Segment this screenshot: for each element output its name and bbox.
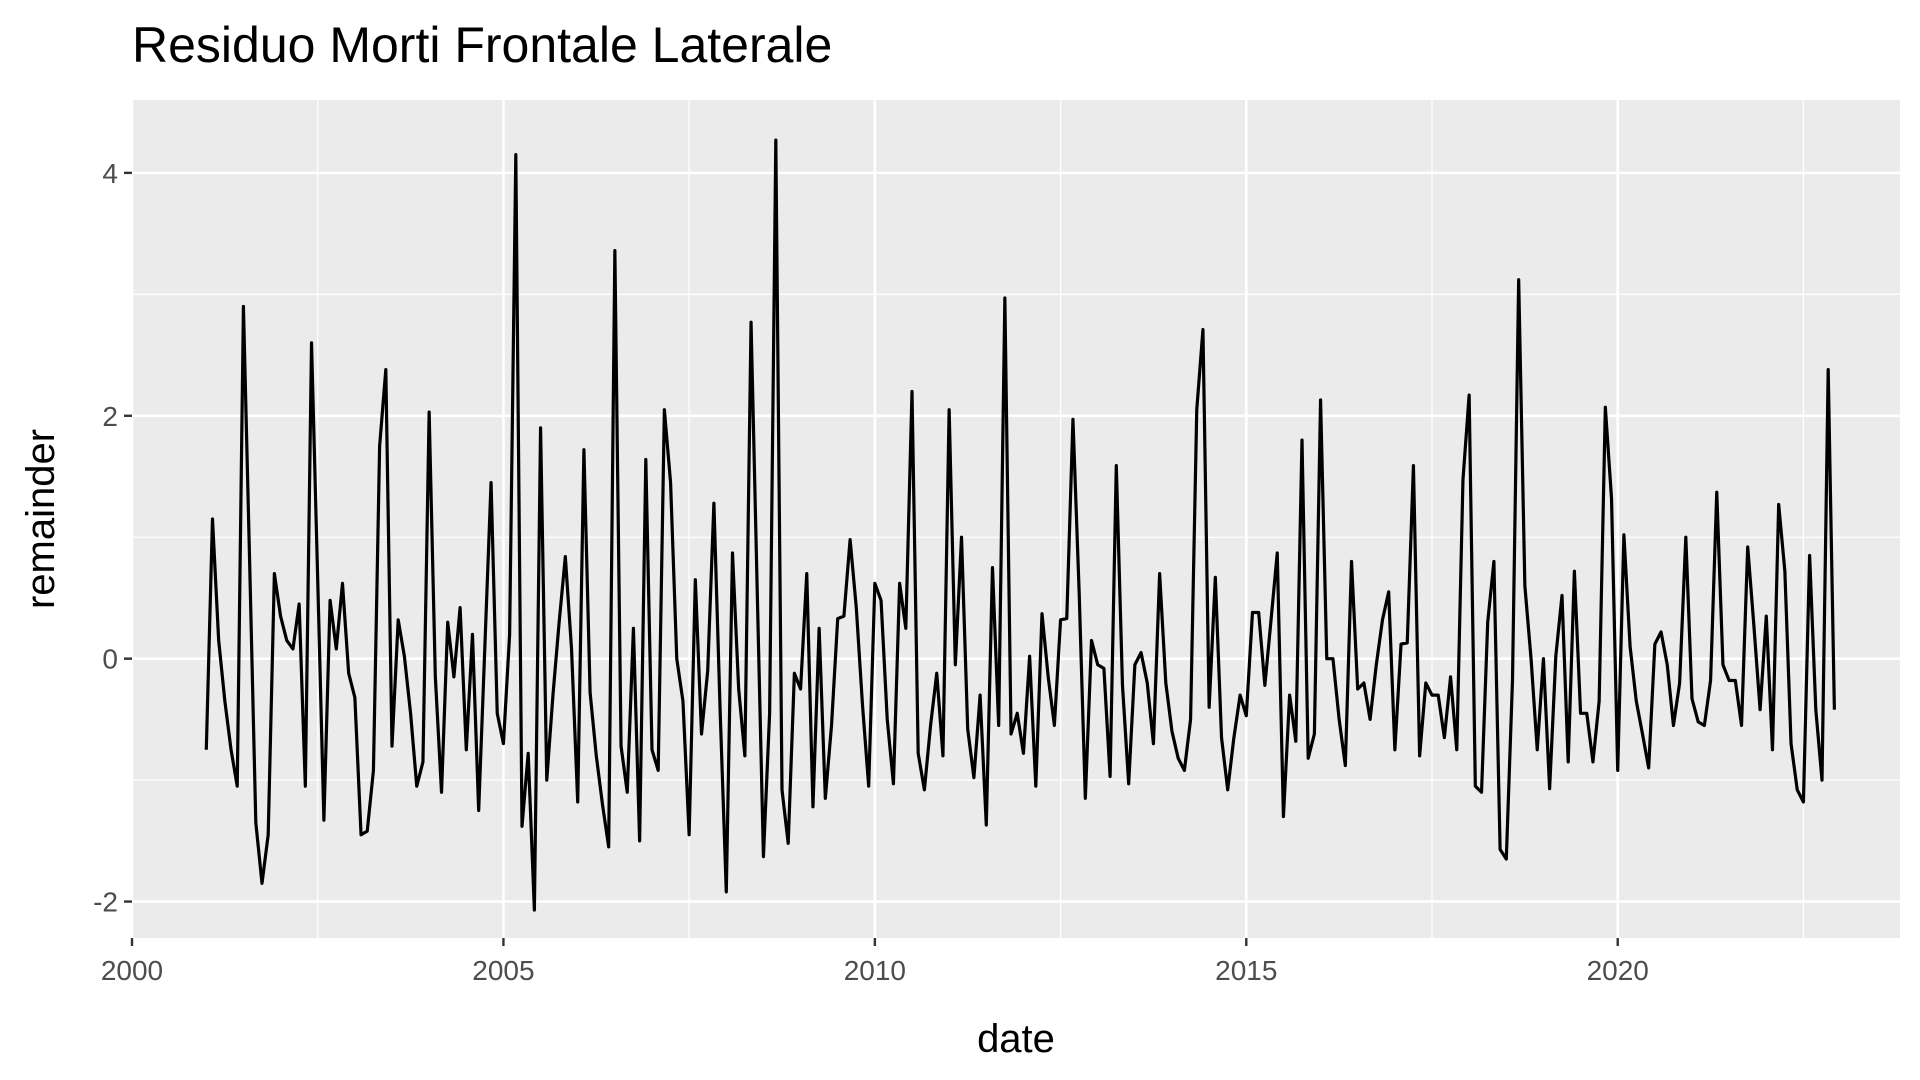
y-axis-label: remainder (19, 429, 63, 609)
x-tick-label: 2005 (472, 955, 534, 986)
x-tick-label: 2020 (1587, 955, 1649, 986)
grid-major (130, 100, 1900, 938)
x-tick-label: 2010 (844, 955, 906, 986)
y-tick-label: -2 (93, 887, 118, 918)
x-tick-label: 2015 (1215, 955, 1277, 986)
plot-panel (132, 100, 1900, 938)
series-line-remainder (204, 138, 1836, 912)
chart-title: Residuo Morti Frontale Laterale (132, 17, 832, 73)
y-tick-label: 4 (102, 158, 118, 189)
x-axis-label: date (977, 1017, 1055, 1061)
y-tick-label: 2 (102, 401, 118, 432)
x-tick-label: 2000 (101, 955, 163, 986)
x-axis-ticks: 2000 2005 2010 2015 2020 (101, 938, 1649, 986)
y-tick-label: 0 (102, 644, 118, 675)
y-axis-ticks: -2 0 2 4 (93, 158, 132, 918)
